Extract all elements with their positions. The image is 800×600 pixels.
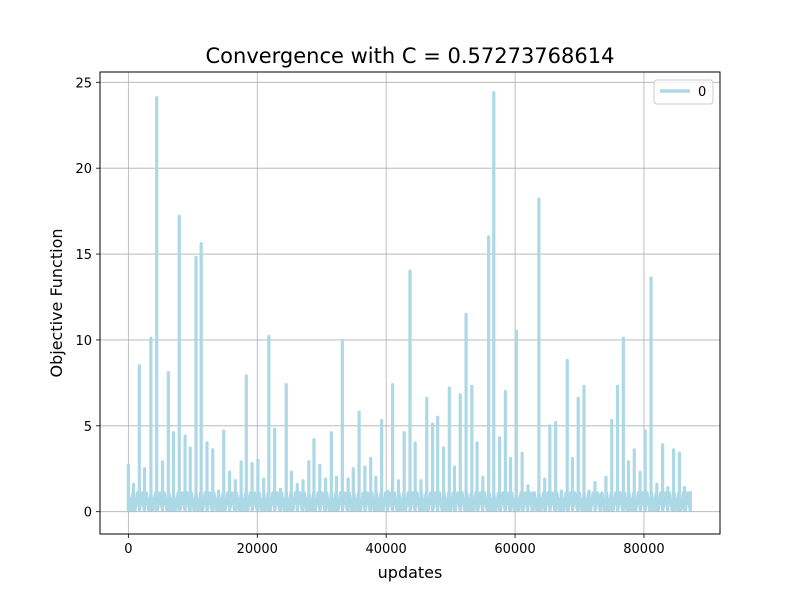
y-axis: 0 5 10 15 20 25 [75,76,100,521]
grid [100,72,720,534]
y-tick-label: 0 [84,506,92,521]
y-axis-label: Objective Function [47,228,66,377]
legend-label: 0 [698,85,706,100]
legend: 0 [653,79,714,105]
y-tick-label: 10 [75,334,92,349]
x-axis: 0 20000 40000 60000 80000 [124,534,665,557]
x-axis-label: updates [378,563,443,582]
plot-frame [99,71,721,535]
x-tick-label: 0 [124,542,132,557]
x-tick-label: 80000 [623,542,664,557]
plot-area [126,91,692,512]
x-tick-label: 20000 [237,542,278,557]
x-tick-label: 60000 [494,542,535,557]
chart-title: Convergence with C = 0.57273768614 [206,44,615,68]
x-tick-label: 40000 [365,542,406,557]
y-tick-label: 25 [75,76,92,91]
y-tick-label: 5 [84,420,92,435]
y-tick-label: 20 [75,162,92,177]
y-tick-label: 15 [75,248,92,263]
series-0 [126,91,692,512]
